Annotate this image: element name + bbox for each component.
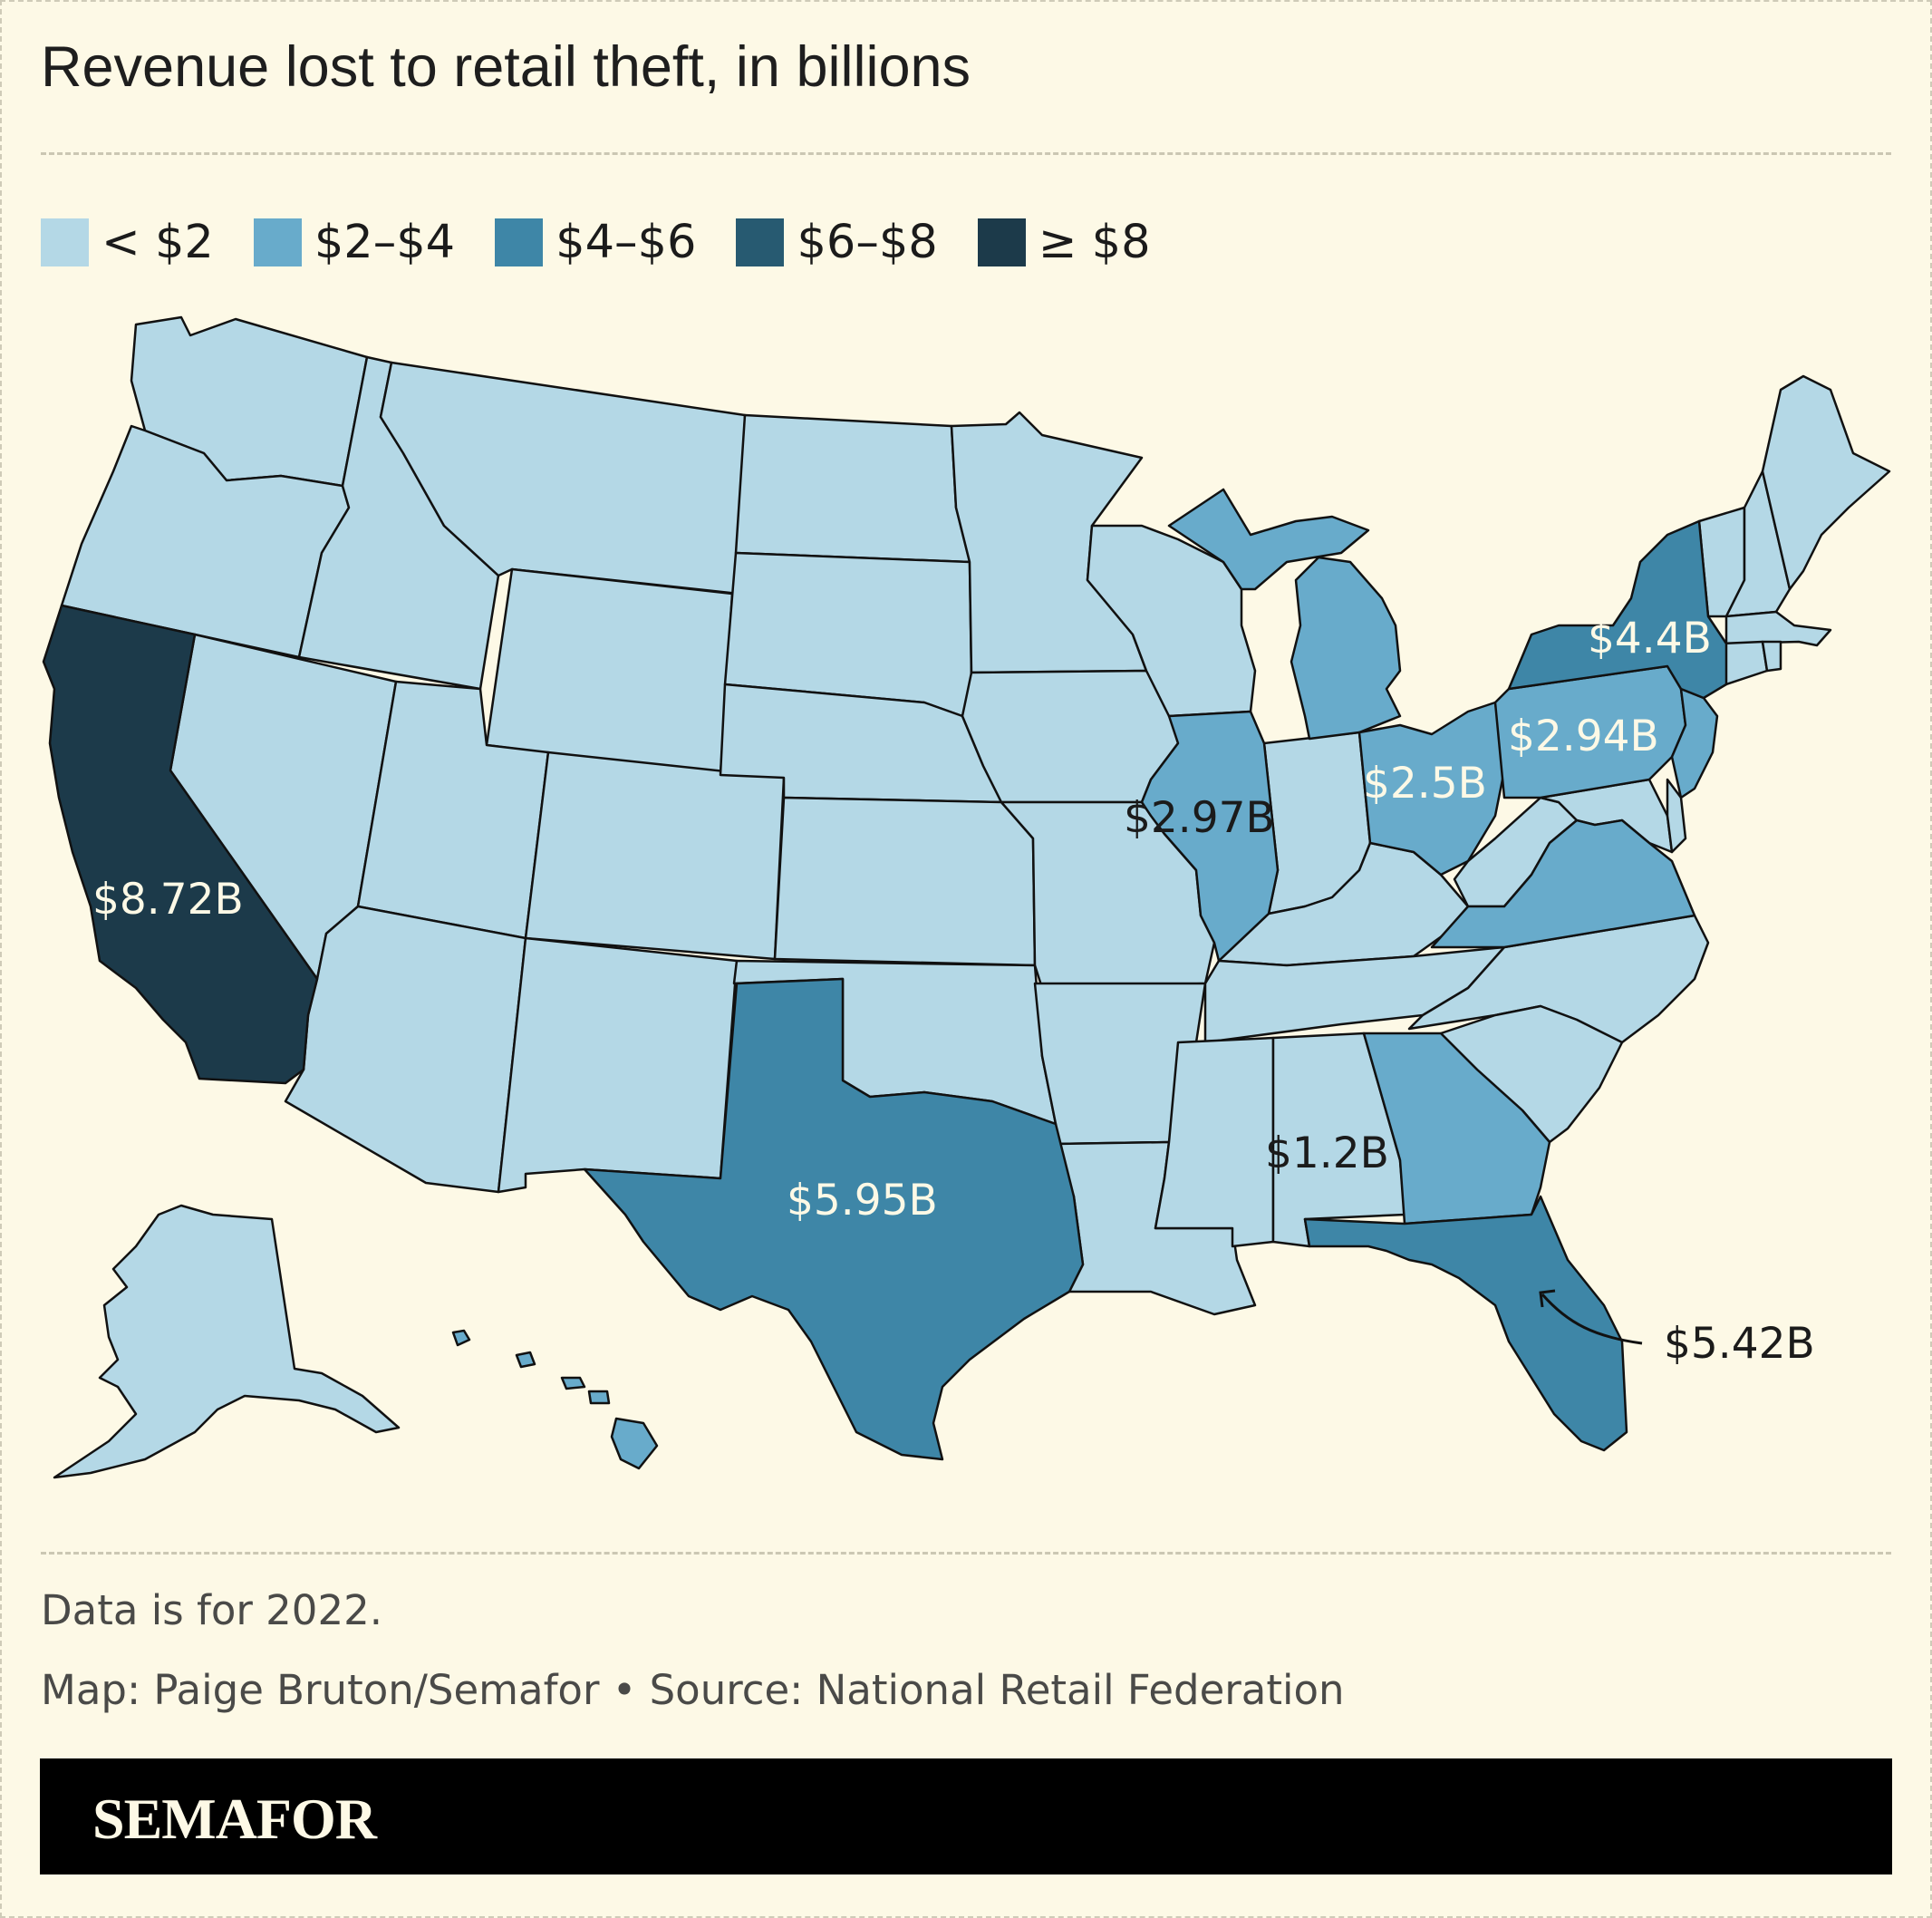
label-illinois: $2.97B [1124,793,1275,843]
label-texas: $5.95B [787,1176,938,1225]
state-florida [1303,1195,1628,1452]
brand-bar: SEMAFOR [40,1758,1892,1874]
state-new-mexico [497,936,739,1194]
label-new-york: $4.4B [1588,614,1712,664]
data-note: Data is for 2022. [41,1586,383,1634]
state-iowa [961,669,1180,804]
legend-item: $2–$4 [253,216,456,269]
legend: < $2 $2–$4 $4–$6 $6–$8 ≥ $8 [41,216,1191,269]
label-california: $8.72B [92,875,244,925]
label-pennsylvania: $2.94B [1508,712,1659,761]
state-maine [1761,374,1891,591]
state-rhode-island [1761,640,1782,673]
divider-bottom [41,1552,1891,1555]
legend-item: $6–$8 [736,216,938,269]
legend-label: < $2 [101,216,214,269]
state-colorado [524,751,786,961]
legend-label: $6–$8 [797,216,938,269]
state-massachusetts [1724,610,1832,647]
label-ohio: $2.5B [1363,759,1487,809]
state-wisconsin [1086,524,1257,718]
legend-swatch [41,218,89,266]
state-georgia [1362,1032,1551,1225]
us-map: $8.72B $5.95B $5.42B $4.4B $2.97B $2.94B… [42,315,1891,1479]
semafor-logo: SEMAFOR [92,1787,377,1851]
label-alabama: $1.2B [1265,1129,1389,1178]
legend-label: $2–$4 [314,216,456,269]
state-wyoming [485,567,734,777]
legend-item: $4–$6 [495,216,696,269]
source-credit: Map: Paige Bruton/Semafor • Source: Nati… [41,1666,1345,1714]
legend-swatch [253,218,302,266]
chart-title: Revenue lost to retail theft, in billion… [41,35,971,99]
state-new-york [1507,519,1728,700]
state-ohio [1357,701,1506,877]
state-kansas [773,796,1037,967]
legend-label: ≥ $8 [1038,216,1151,269]
florida-callout-arrow [1541,1293,1643,1345]
state-virginia [1430,819,1696,949]
legend-swatch [977,218,1026,266]
divider-top [41,152,1891,155]
state-connecticut [1720,640,1769,686]
state-north-dakota [734,413,971,564]
state-new-jersey [1670,687,1719,799]
state-alaska [53,1204,401,1479]
state-illinois [1140,710,1280,963]
florida-callout-arrowhead [1539,1289,1556,1308]
legend-item: < $2 [41,216,214,269]
legend-label: $4–$6 [555,216,697,269]
legend-swatch [495,218,544,266]
state-texas [583,977,1085,1461]
legend-swatch [736,218,785,266]
label-florida: $5.42B [1664,1319,1815,1369]
state-michigan [1167,488,1402,741]
state-hawaii [451,1329,659,1470]
state-california [42,604,319,1085]
legend-item: ≥ $8 [977,216,1151,269]
